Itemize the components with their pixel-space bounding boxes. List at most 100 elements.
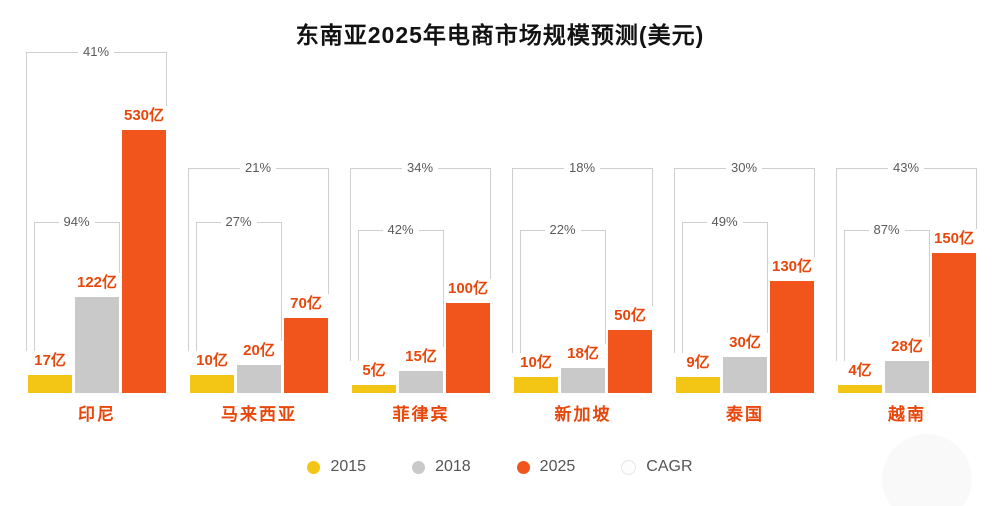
bar-2025 <box>770 281 814 393</box>
cagr-bracket-inner-left-line <box>34 222 35 351</box>
cagr-label-inner: 42% <box>382 222 419 238</box>
chart-group-indonesia: 41% 94% 17亿 122亿 530亿印尼 <box>22 0 172 506</box>
bar-2025 <box>284 318 328 393</box>
bar-column-2015: 10亿 <box>190 351 234 393</box>
bar-2015 <box>28 375 72 393</box>
bar-column-2015: 10亿 <box>514 353 558 393</box>
country-label: 越南 <box>888 405 926 424</box>
country-label: 泰国 <box>726 405 764 424</box>
bar-cluster: 4亿 28亿 150亿 <box>838 229 976 393</box>
cagr-bracket-outer-left-line <box>26 52 27 351</box>
cagr-bracket-outer-left-line <box>512 168 513 353</box>
bar-cluster: 10亿 20亿 70亿 <box>190 294 328 393</box>
cagr-bracket-inner-left-line <box>844 230 845 361</box>
bar-cluster: 5亿 15亿 100亿 <box>352 279 490 393</box>
cagr-bracket-outer-right-line <box>490 168 491 279</box>
cagr-bracket-inner-right-line <box>281 222 282 341</box>
cagr-bracket-outer-left-line <box>188 168 189 351</box>
cagr-bracket-inner-left-line <box>196 222 197 351</box>
bar-column-2018: 20亿 <box>237 341 281 393</box>
cagr-bracket-inner-right-line <box>767 222 768 333</box>
bar-2018 <box>75 297 119 393</box>
chart-group-singapore: 18% 22% 10亿 18亿 50亿 新加坡 <box>508 0 658 506</box>
cagr-bracket-inner-right-line <box>929 230 930 337</box>
chart-title: 东南亚2025年电商市场规模预测(美元) <box>295 22 705 48</box>
bar-value-label: 30亿 <box>729 334 761 351</box>
bar-2015 <box>190 375 234 393</box>
bar-column-2018: 30亿 <box>723 333 767 393</box>
bar-cluster: 9亿 30亿 130亿 <box>676 257 814 393</box>
bar-value-label: 100亿 <box>447 280 489 297</box>
bar-value-label: 10亿 <box>196 352 228 369</box>
bar-value-label: 4亿 <box>848 362 872 379</box>
bar-column-2018: 18亿 <box>561 344 605 393</box>
cagr-label-inner: 87% <box>868 222 905 238</box>
cagr-label-inner: 94% <box>58 214 95 230</box>
legend-label: 2025 <box>539 458 576 475</box>
legend-dot-icon <box>307 460 321 474</box>
chart-group-philippines: 34% 42% 5亿 15亿 100亿 菲律宾 <box>346 0 496 506</box>
bar-2025 <box>608 330 652 393</box>
bar-2018 <box>723 357 767 393</box>
bar-value-label: 130亿 <box>771 258 813 275</box>
bar-column-2025: 130亿 <box>770 257 814 393</box>
cagr-bracket-outer-right-line <box>328 168 329 294</box>
cagr-bracket-inner-right-line <box>443 230 444 347</box>
cagr-bracket-outer-left-line <box>674 168 675 353</box>
bar-value-label: 530亿 <box>123 107 165 124</box>
bar-column-2018: 122亿 <box>75 273 119 393</box>
cagr-bracket-inner-left-line <box>520 230 521 353</box>
bar-value-label: 20亿 <box>243 342 275 359</box>
cagr-bracket-outer-right-line <box>814 168 815 257</box>
bar-2018 <box>885 361 929 393</box>
bar-value-label: 50亿 <box>614 307 646 324</box>
cagr-bracket-inner-left-line <box>358 230 359 361</box>
cagr-bracket-outer-right-line <box>166 52 167 106</box>
cagr-bracket-outer-right-line <box>976 168 977 229</box>
bar-column-2025: 100亿 <box>446 279 490 393</box>
bar-column-2018: 28亿 <box>885 337 929 393</box>
chart-group-thailand: 30% 49% 9亿 30亿 130亿 泰国 <box>670 0 820 506</box>
cagr-bracket-outer-left-line <box>350 168 351 361</box>
legend-dot-icon <box>516 460 530 474</box>
legend-label: CAGR <box>646 458 693 475</box>
cagr-label-outer: 43% <box>887 160 925 176</box>
bar-value-label: 9亿 <box>686 354 710 371</box>
bar-column-2015: 9亿 <box>676 353 720 393</box>
country-label: 马来西亚 <box>221 405 297 424</box>
cagr-bracket-outer-right-line <box>652 168 653 306</box>
bar-2025 <box>122 130 166 393</box>
bar-2015 <box>676 377 720 393</box>
bar-value-label: 5亿 <box>362 362 386 379</box>
country-label: 印尼 <box>78 405 116 424</box>
bar-value-label: 28亿 <box>891 338 923 355</box>
cagr-label-outer: 18% <box>563 160 601 176</box>
cagr-label-inner: 27% <box>220 214 257 230</box>
bar-cluster: 17亿 122亿 530亿 <box>28 106 166 393</box>
bar-2018 <box>399 371 443 393</box>
bar-column-2025: 70亿 <box>284 294 328 393</box>
legend-item-2018: 2018 <box>412 458 471 476</box>
cagr-label-outer: 34% <box>401 160 439 176</box>
bar-column-2015: 17亿 <box>28 351 72 393</box>
legend-item-2025: 2025 <box>516 458 576 476</box>
legend-dot-icon <box>412 460 426 474</box>
country-label: 菲律宾 <box>392 405 450 424</box>
chart-group-vietnam: 43% 87% 4亿 28亿 150亿越南 <box>832 0 982 506</box>
bar-value-label: 70亿 <box>290 295 322 312</box>
bar-column-2025: 50亿 <box>608 306 652 393</box>
bar-value-label: 17亿 <box>34 352 66 369</box>
cagr-label-outer: 21% <box>239 160 277 176</box>
bar-column-2025: 150亿 <box>932 229 976 393</box>
cagr-label-inner: 22% <box>544 222 581 238</box>
cagr-label-outer: 30% <box>725 160 763 176</box>
legend-item-2015: 2015 <box>307 458 366 476</box>
bar-value-label: 150亿 <box>933 230 975 247</box>
bar-column-2015: 4亿 <box>838 361 882 393</box>
chart-group-malaysia: 21% 27% 10亿 20亿 70亿马来西亚 <box>184 0 334 506</box>
bar-2015 <box>352 385 396 393</box>
cagr-label-outer: 41% <box>77 44 115 60</box>
bar-2025 <box>932 253 976 393</box>
